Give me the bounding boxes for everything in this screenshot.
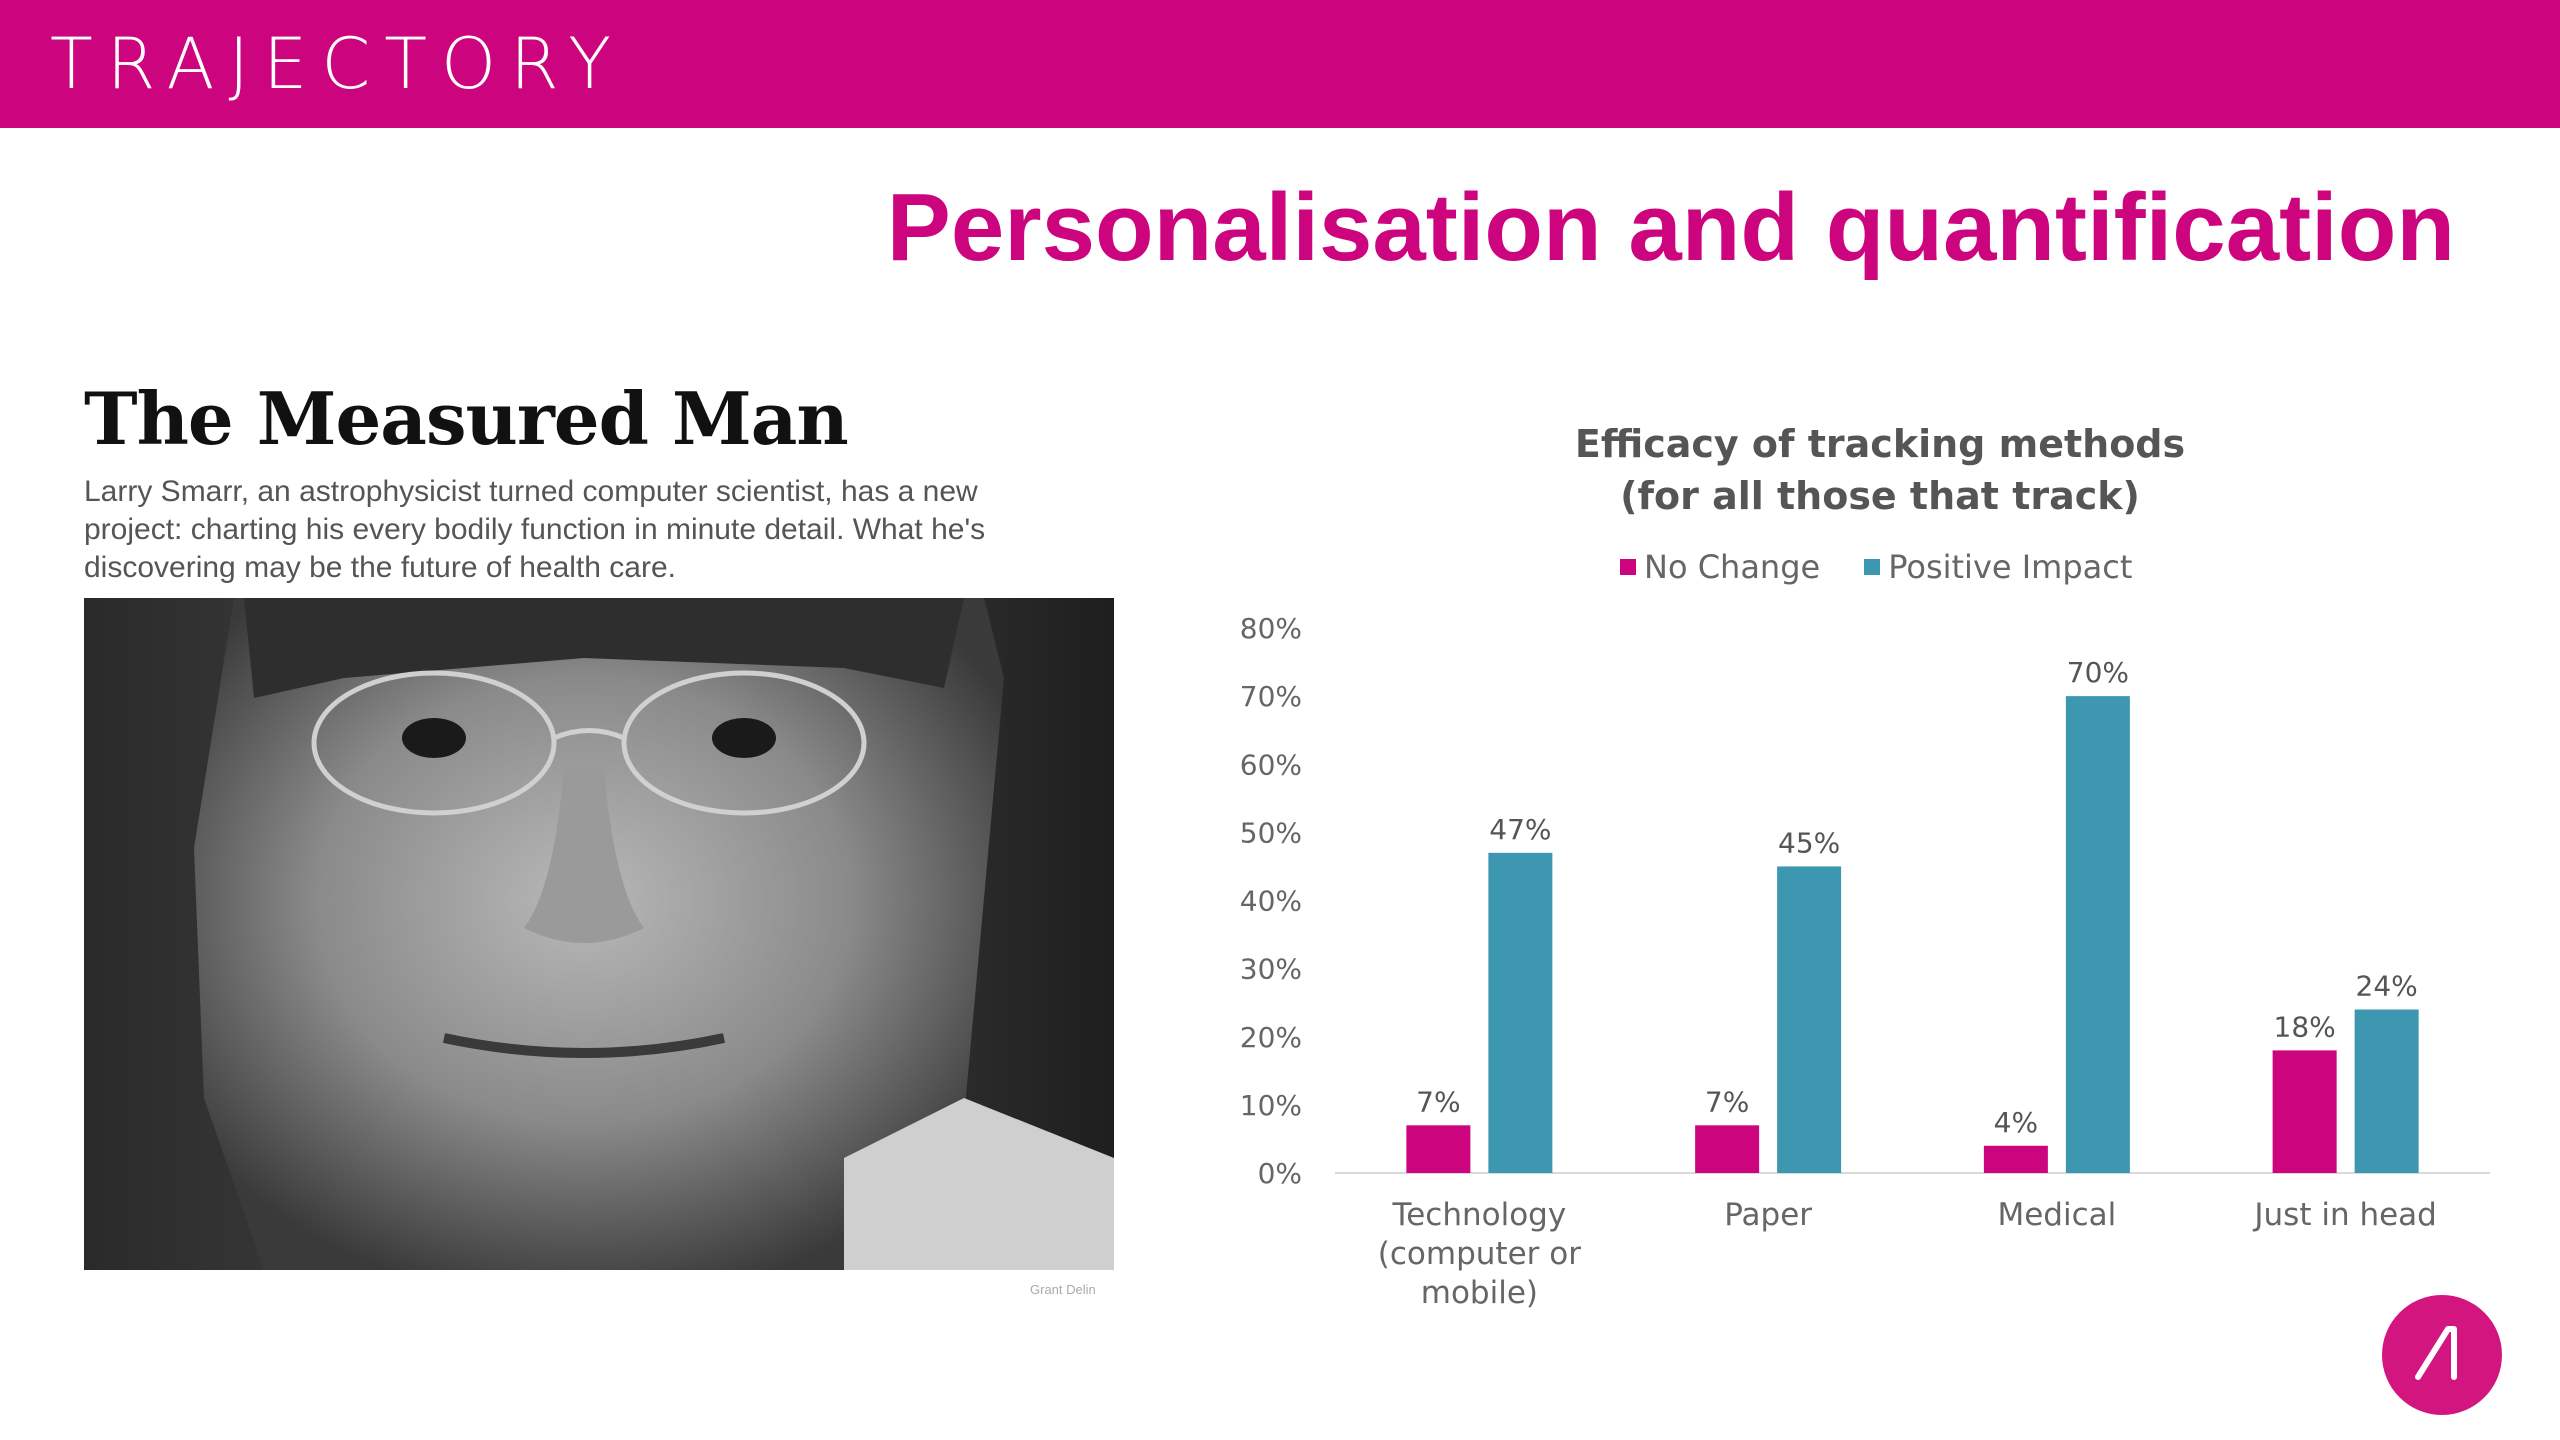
x-tick-label: mobile) [1421,1275,1538,1311]
y-tick-label: 10% [1240,1089,1302,1122]
legend-swatch-no-change [1620,559,1636,575]
y-tick-label: 50% [1240,816,1302,849]
legend-label-positive-impact: Positive Impact [1888,548,2133,586]
y-tick-label: 40% [1240,885,1302,918]
chart-title: Efficacy of tracking methods (for all th… [1455,418,2305,522]
y-tick-label: 0% [1258,1157,1302,1190]
y-tick-label: 80% [1240,612,1302,645]
article-deck: Larry Smarr, an astrophysicist turned co… [84,475,986,584]
bar-positive-impact [1777,866,1842,1173]
bar-no-change [1406,1125,1471,1173]
data-label: 45% [1778,826,1840,859]
bar-positive-impact [2065,696,2130,1173]
bar-no-change [1983,1145,2048,1173]
bar-chart: 0% 10% 20% 30% 40% 50% 60% 70% 80% 7% 47% Technolog… [1240,612,2490,1311]
trajectory-badge [2382,1295,2502,1415]
bar-no-change [2272,1050,2337,1173]
chart-legend: No Change Positive Impact [1620,548,2132,586]
portrait-photo [84,598,1114,1270]
slide-title: Personalisation and quantification [886,174,2455,281]
bar-no-change [1695,1125,1760,1173]
x-tick-label: Just in head [2252,1197,2436,1233]
legend-label-no-change: No Change [1644,548,1821,586]
y-tick-label: 30% [1240,953,1302,986]
y-tick-label: 60% [1240,748,1302,781]
trajectory-logo: TRAJECTORY [50,23,625,105]
data-label: 47% [1489,813,1551,846]
chart-title-line-1: Efficacy of tracking methods [1574,422,2186,466]
y-tick-label: 20% [1240,1021,1302,1054]
trajectory-mark-icon [2415,1326,2457,1380]
x-tick-label: Technology [1392,1197,1567,1233]
article-block: The Measured Man Larry Smarr, an astroph… [84,375,1114,587]
x-tick-label: Medical [1997,1197,2116,1233]
header-bar: TRAJECTORY [0,0,2560,128]
legend-swatch-positive-impact [1864,559,1881,575]
legend-item-positive-impact: Positive Impact [1864,548,2132,586]
data-label: 70% [2067,656,2129,689]
y-tick-label: 70% [1240,680,1302,713]
data-label: 7% [1705,1085,1749,1118]
chart-title-line-2: (for all those that track) [1620,474,2140,518]
data-label: 7% [1416,1085,1460,1118]
x-tick-label: Paper [1724,1197,1812,1233]
x-tick-label: (computer or [1378,1236,1581,1272]
article-title: The Measured Man [84,376,849,461]
bar-positive-impact [2354,1009,2419,1173]
data-label: 4% [1994,1106,2038,1139]
bar-positive-impact [1488,852,1553,1173]
photo-credit: Grant Delin [1030,1282,1096,1297]
data-label: 18% [2274,1010,2336,1043]
data-label: 24% [2356,970,2418,1003]
legend-item-no-change: No Change [1620,548,1820,586]
